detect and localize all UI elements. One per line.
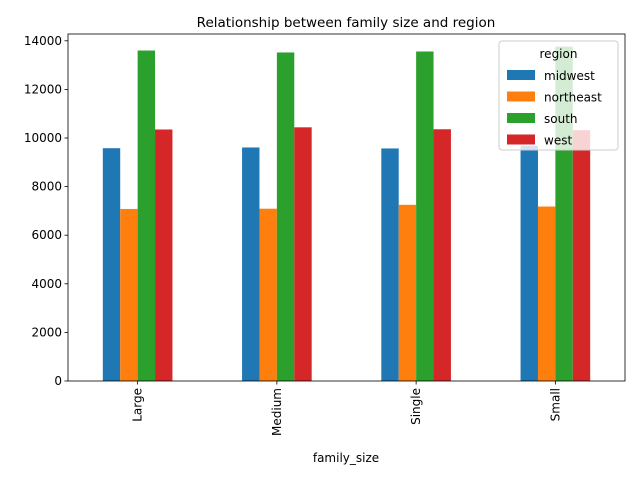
bar-northeast-single [398, 204, 417, 381]
legend-label-midwest: midwest [544, 69, 595, 83]
bar-south-large [137, 50, 156, 382]
bar-midwest-medium [242, 147, 260, 381]
legend-swatch-midwest [507, 70, 535, 80]
y-tick-label: 14000 [24, 34, 62, 48]
axes-group: 0 2000 4000 6000 8000 10000 12000 14000 Large Med… [24, 33, 626, 436]
legend-label-south: south [544, 112, 578, 126]
bar-midwest-single [381, 148, 399, 381]
legend: region midwest northeast south west [498, 40, 619, 151]
y-tick-label: 6000 [31, 228, 62, 242]
bar-west-large [155, 129, 173, 381]
x-tick-label-large: Large [131, 388, 145, 422]
bar-northeast-medium [259, 208, 277, 381]
bar-midwest-large [102, 148, 121, 381]
bar-west-small [572, 130, 591, 381]
x-tick-label-single: Single [409, 388, 423, 425]
y-tick-label: 8000 [31, 180, 62, 194]
plot-frame [67, 33, 626, 382]
legend-swatch-south [507, 113, 535, 123]
bar-midwest-small [520, 145, 538, 381]
y-tick-label: 12000 [24, 82, 62, 96]
y-tick-label: 0 [54, 374, 62, 388]
chart-title: Relationship between family size and reg… [197, 15, 496, 31]
bar-northeast-small [537, 206, 556, 381]
legend-title: region [540, 47, 578, 61]
y-tick-label: 10000 [24, 131, 62, 145]
y-tick-label: 4000 [31, 277, 62, 291]
bar-south-single [416, 51, 434, 382]
legend-swatch-west [507, 134, 535, 145]
x-tick-label-small: Small [548, 388, 562, 421]
legend-label-west: west [544, 134, 572, 148]
bar-west-medium [294, 127, 312, 382]
legend-swatch-northeast [507, 91, 535, 102]
bar-northeast-large [120, 208, 138, 381]
x-tick-label-medium: Medium [270, 388, 284, 436]
y-tick-label: 2000 [31, 325, 62, 339]
legend-label-northeast: northeast [544, 91, 602, 105]
bar-west-single [433, 129, 451, 381]
bars-group [102, 46, 591, 382]
x-axis-label: family_size [313, 451, 379, 465]
bar-south-medium [276, 52, 295, 382]
